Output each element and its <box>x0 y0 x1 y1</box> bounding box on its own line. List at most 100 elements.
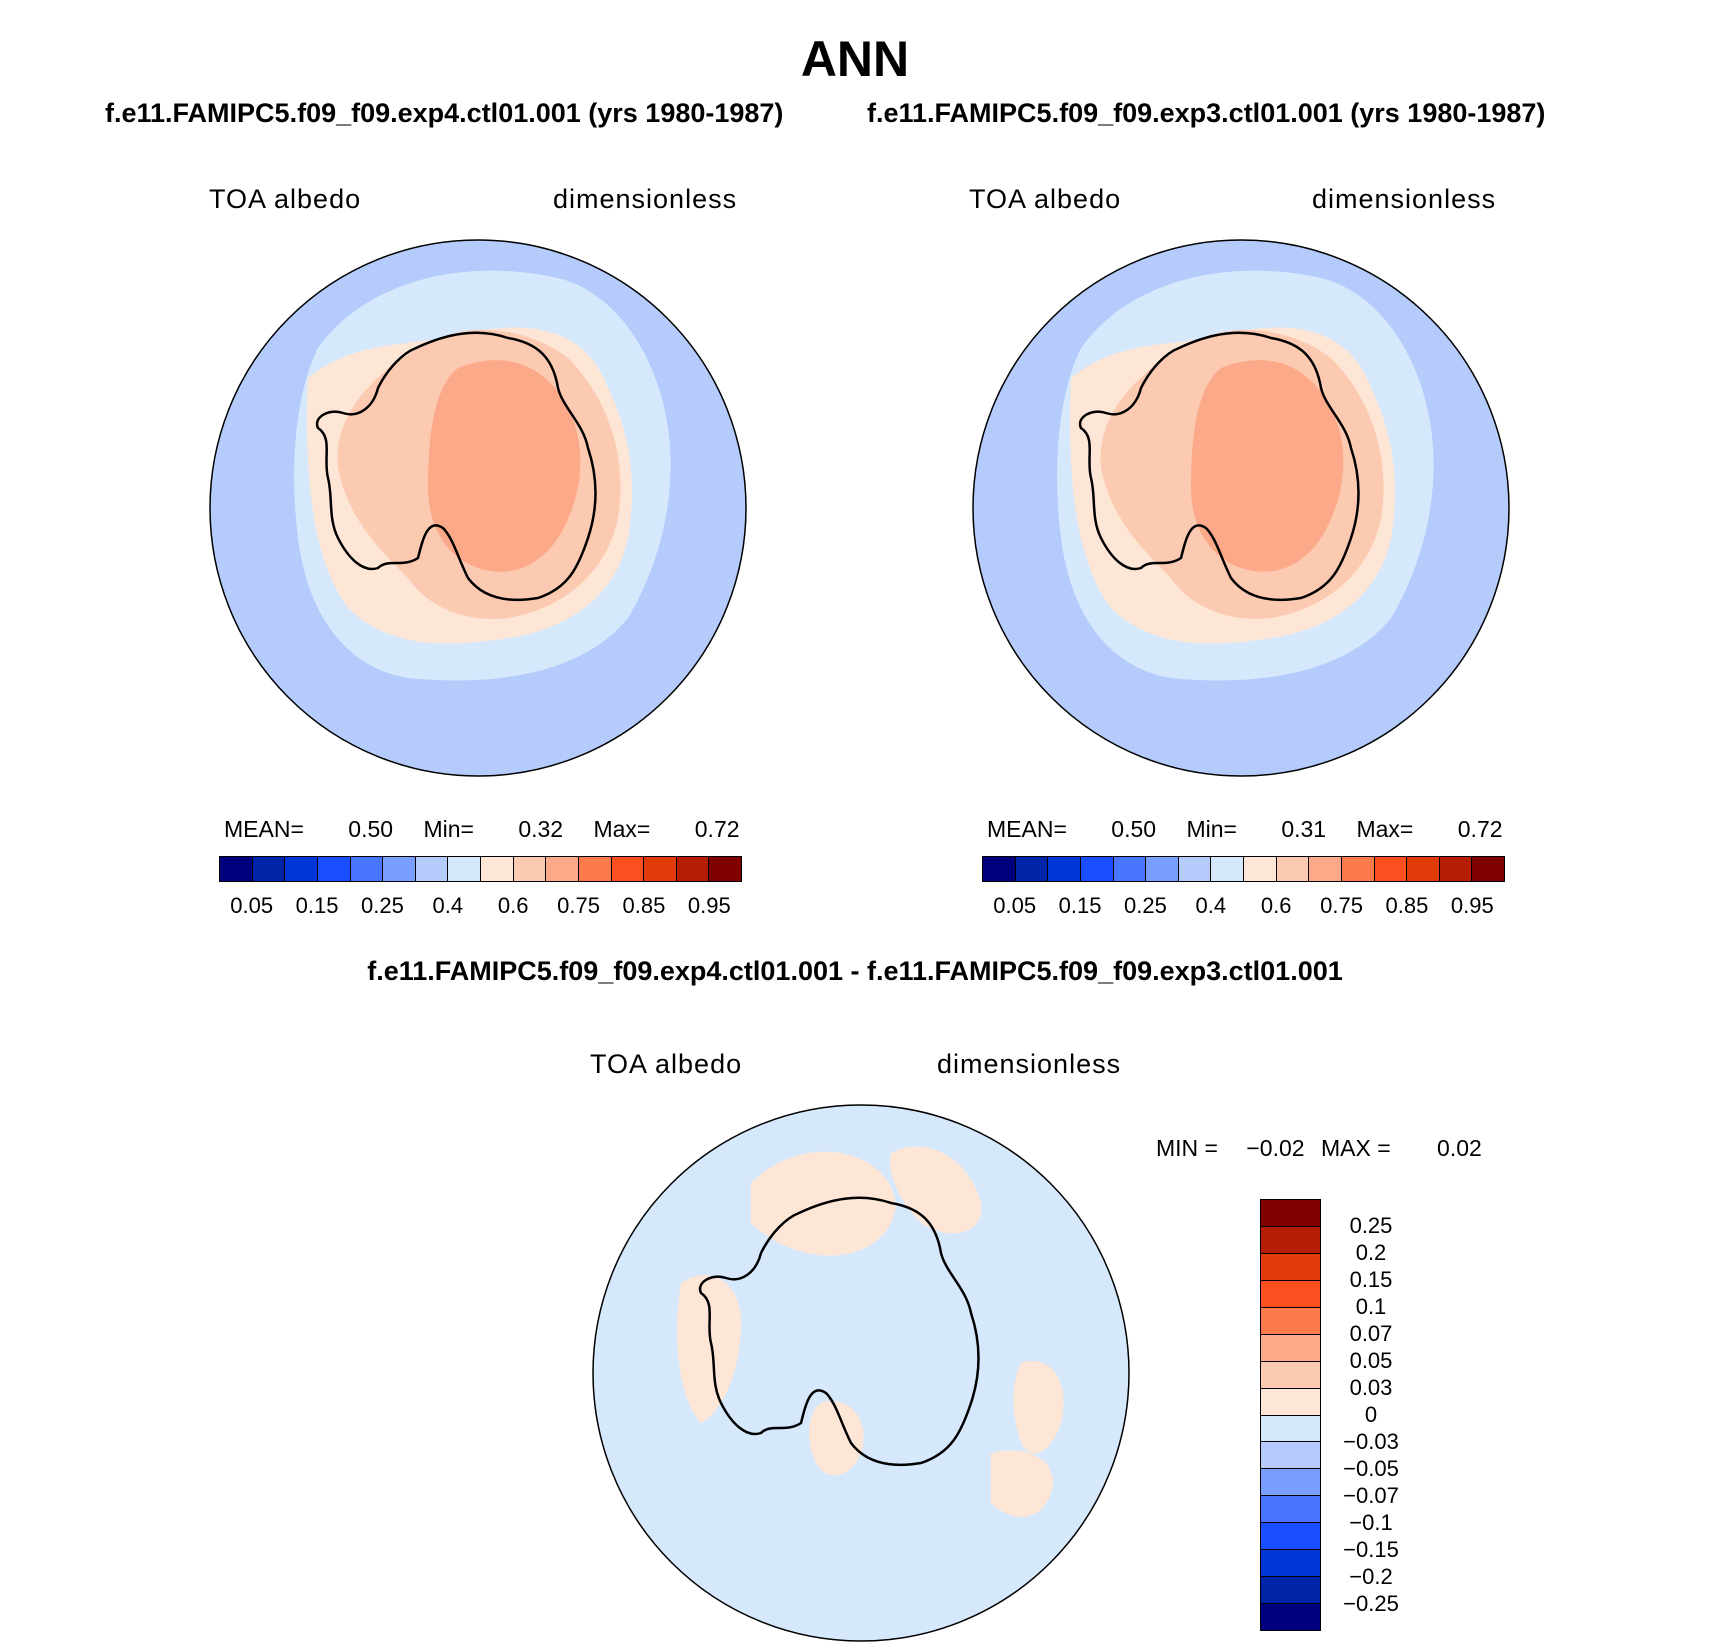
colorbar-swatch <box>513 857 547 881</box>
colorbar-tick-label: 0.4 <box>432 893 464 918</box>
colorbar-swatch <box>317 857 351 881</box>
colorbar-tick-label: −0.1 <box>1349 1510 1393 1535</box>
max-label: Max= <box>1356 816 1414 842</box>
colorbar-swatch <box>1341 857 1375 881</box>
colorbar-swatch <box>481 857 514 881</box>
colorbar-swatch <box>350 857 384 881</box>
colorbar-tick-label: 0.05 <box>230 893 274 918</box>
colorbar-swatch <box>383 857 416 881</box>
right-field-label: TOA albedo <box>969 184 1122 214</box>
colorbar-swatch <box>1146 857 1179 881</box>
colorbar-tick-label: 0.25 <box>1124 893 1167 918</box>
colorbar-swatch <box>1261 1280 1320 1308</box>
min-value: 0.32 <box>518 816 564 842</box>
colorbar-tick-label: 0.95 <box>1450 893 1494 918</box>
left-field-label: TOA albedo <box>209 184 362 214</box>
colorbar-swatch <box>1374 857 1408 881</box>
figure-title: ANN <box>800 31 910 87</box>
colorbar-swatch <box>1261 1361 1320 1389</box>
colorbar-tick-label: 0.85 <box>622 893 666 918</box>
colorbar-swatch <box>1309 857 1342 881</box>
min-label: Min= <box>423 816 474 842</box>
colorbar-swatch <box>644 857 677 881</box>
colorbar-swatch <box>1276 857 1310 881</box>
right-colorbar-labels: 0.05 0.15 0.25 0.4 0.6 0.75 0.85 0.95 <box>982 893 1505 921</box>
colorbar-swatch <box>1261 1604 1320 1630</box>
right-albedo-map <box>972 239 1510 777</box>
colorbar-tick-label: 0.05 <box>993 893 1037 918</box>
colorbar-tick-label: 0.05 <box>1349 1348 1393 1373</box>
colorbar-swatch <box>1048 857 1081 881</box>
colorbar-swatch <box>1261 1496 1320 1524</box>
colorbar-tick-label: 0.15 <box>295 893 339 918</box>
mean-value: 0.50 <box>1111 816 1157 842</box>
mean-label: MEAN= <box>987 816 1067 842</box>
colorbar-tick-label: −0.03 <box>1343 1429 1399 1454</box>
colorbar-swatch <box>252 857 286 881</box>
diff-min-label: MIN = <box>1156 1135 1218 1161</box>
left-albedo-map <box>209 239 747 777</box>
colorbar-swatch <box>676 857 710 881</box>
left-colorbar <box>219 856 742 882</box>
colorbar-swatch <box>1261 1226 1320 1254</box>
diff-max-label: MAX = <box>1320 1135 1391 1161</box>
colorbar-tick-label: 0.4 <box>1195 893 1227 918</box>
colorbar-swatch <box>1261 1550 1320 1578</box>
colorbar-swatch <box>1080 857 1114 881</box>
colorbar-tick-label: 0 <box>1364 1402 1378 1427</box>
difference-title: f.e11.FAMIPC5.f09_f09.exp4.ctl01.001 - f… <box>367 956 1343 986</box>
colorbar-tick-label: 0.1 <box>1355 1294 1387 1319</box>
min-label: Min= <box>1186 816 1237 842</box>
colorbar-tick-label: 0.95 <box>687 893 731 918</box>
diff-colorbar <box>1260 1199 1321 1631</box>
diff-stats: MIN = −0.02 MAX = 0.02 <box>1156 1135 1482 1162</box>
colorbar-swatch <box>983 857 1016 881</box>
colorbar-swatch <box>1261 1307 1320 1335</box>
colorbar-swatch <box>1407 857 1440 881</box>
colorbar-tick-label: 0.85 <box>1385 893 1429 918</box>
colorbar-swatch <box>1261 1523 1320 1551</box>
colorbar-swatch <box>1261 1442 1320 1470</box>
colorbar-swatch <box>1015 857 1049 881</box>
right-stats: MEAN= 0.50 Min= 0.31 Max= 0.72 <box>987 816 1503 843</box>
colorbar-swatch <box>546 857 579 881</box>
colorbar-tick-label: 0.25 <box>361 893 404 918</box>
colorbar-swatch <box>1439 857 1473 881</box>
colorbar-swatch <box>448 857 481 881</box>
max-label: Max= <box>593 816 651 842</box>
colorbar-tick-label: −0.2 <box>1349 1564 1393 1589</box>
right-colorbar <box>982 856 1505 882</box>
colorbar-tick-label: 0.03 <box>1349 1375 1393 1400</box>
mean-value: 0.50 <box>348 816 394 842</box>
colorbar-tick-label: 0.75 <box>557 893 600 918</box>
colorbar-tick-label: 0.15 <box>1349 1267 1393 1292</box>
colorbar-swatch <box>415 857 449 881</box>
diff-field-label: TOA albedo <box>590 1049 743 1079</box>
min-value: 0.31 <box>1281 816 1327 842</box>
colorbar-swatch <box>1472 857 1504 881</box>
max-value: 0.72 <box>1457 816 1503 842</box>
colorbar-swatch <box>1261 1577 1320 1605</box>
colorbar-swatch <box>285 857 318 881</box>
colorbar-tick-label: 0.15 <box>1058 893 1102 918</box>
colorbar-tick-label: 0.2 <box>1355 1240 1387 1265</box>
left-colorbar-labels: 0.05 0.15 0.25 0.4 0.6 0.75 0.85 0.95 <box>219 893 742 921</box>
colorbar-swatch <box>1261 1334 1320 1362</box>
colorbar-tick-label: −0.05 <box>1343 1456 1399 1481</box>
colorbar-swatch <box>1178 857 1212 881</box>
colorbar-swatch <box>1211 857 1244 881</box>
left-units-label: dimensionless <box>553 184 738 214</box>
colorbar-swatch <box>1261 1469 1320 1497</box>
difference-map <box>592 1104 1130 1642</box>
colorbar-swatch <box>709 857 741 881</box>
right-units-label: dimensionless <box>1312 184 1497 214</box>
diff-units-label: dimensionless <box>937 1049 1122 1079</box>
diff-max-value: 0.02 <box>1437 1135 1482 1161</box>
colorbar-swatch <box>578 857 612 881</box>
colorbar-tick-label: 0.25 <box>1349 1213 1393 1238</box>
colorbar-swatch <box>1261 1200 1320 1227</box>
colorbar-swatch <box>611 857 645 881</box>
colorbar-swatch <box>1261 1415 1320 1443</box>
left-case-title: f.e11.FAMIPC5.f09_f09.exp4.ctl01.001 (yr… <box>105 98 784 128</box>
left-stats: MEAN= 0.50 Min= 0.32 Max= 0.72 <box>224 816 740 843</box>
